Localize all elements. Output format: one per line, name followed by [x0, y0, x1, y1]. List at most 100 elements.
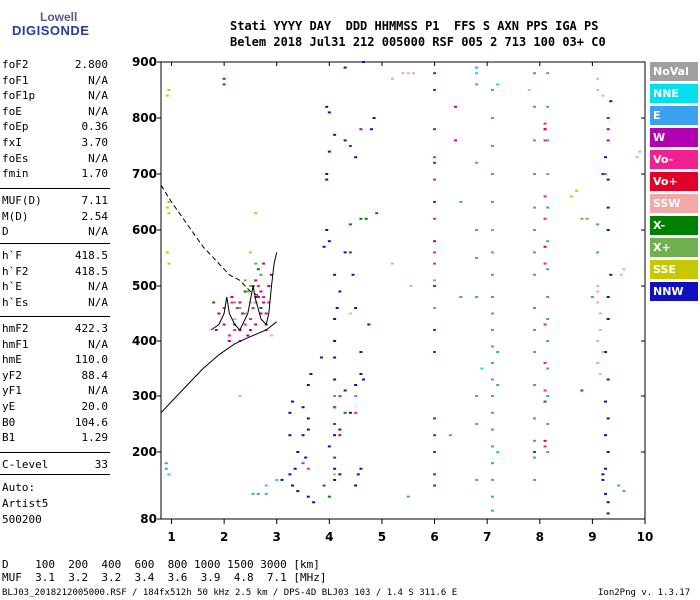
- data-point: [533, 229, 537, 231]
- param-row: B0 104.6: [2, 416, 108, 430]
- data-point: [264, 492, 268, 495]
- param-row: B1 1.29: [2, 431, 108, 445]
- data-point: [604, 156, 608, 159]
- legend-item: W: [650, 128, 698, 147]
- param-value: N/A: [88, 280, 108, 294]
- data-point: [327, 111, 331, 114]
- data-point: [606, 501, 610, 504]
- data-point: [543, 139, 547, 142]
- data-point: [306, 384, 310, 386]
- data-point: [222, 323, 226, 326]
- param-row: hmF2 422.3: [2, 322, 108, 336]
- x-tick-label: 3: [273, 530, 281, 544]
- param-row: D N/A: [2, 225, 108, 239]
- data-point: [333, 473, 337, 476]
- param-row: foF1 N/A: [2, 74, 108, 88]
- data-point: [596, 77, 600, 80]
- data-point: [475, 423, 479, 425]
- data-point: [259, 312, 263, 315]
- muf-value-row: MUF 3.1 3.2 3.2 3.4 3.6 3.9 4.8 7.1 [MHz…: [2, 571, 327, 584]
- data-point: [459, 296, 463, 298]
- param-row: foF2 2.800: [2, 58, 108, 72]
- panel-divider: [0, 243, 110, 244]
- data-point: [356, 473, 360, 476]
- data-point: [333, 133, 337, 136]
- data-point: [233, 329, 237, 331]
- data-point: [217, 312, 221, 315]
- data-point: [348, 145, 352, 147]
- data-point: [164, 467, 168, 470]
- data-point: [596, 251, 600, 254]
- param-name: h`E: [2, 280, 22, 294]
- data-point: [433, 329, 437, 331]
- data-point: [390, 77, 394, 80]
- data-point: [333, 467, 337, 470]
- param-row: C-level 33: [2, 458, 108, 472]
- data-point: [259, 273, 263, 276]
- data-point: [369, 128, 373, 131]
- auto-version: 500200: [2, 513, 42, 526]
- data-point: [543, 195, 547, 198]
- data-point: [596, 340, 600, 342]
- param-row: yF2 88.4: [2, 369, 108, 383]
- data-point: [604, 400, 608, 403]
- param-name: fmin: [2, 167, 29, 181]
- data-point: [454, 105, 458, 108]
- param-name: hmF2: [2, 322, 29, 335]
- param-value: 88.4: [81, 368, 109, 382]
- data-point: [546, 367, 550, 370]
- data-point: [433, 201, 437, 203]
- data-point: [609, 273, 613, 276]
- param-value: N/A: [88, 104, 108, 118]
- data-point: [256, 268, 260, 271]
- param-value: N/A: [88, 151, 108, 165]
- data-point: [606, 128, 610, 131]
- data-point: [604, 434, 608, 437]
- data-point: [312, 501, 316, 504]
- data-point: [490, 495, 494, 498]
- data-point: [262, 301, 266, 304]
- data-point: [433, 307, 437, 309]
- data-point: [609, 100, 613, 103]
- data-point: [243, 279, 247, 282]
- data-point: [238, 307, 242, 309]
- data-point: [238, 301, 242, 304]
- data-point: [248, 251, 252, 254]
- data-point: [490, 329, 494, 331]
- data-point: [362, 378, 366, 381]
- data-point: [596, 290, 600, 293]
- data-point: [475, 478, 479, 481]
- data-point: [601, 94, 605, 97]
- param-value: 3.70: [81, 136, 109, 149]
- param-row: h`F 418.5: [2, 249, 108, 263]
- param-value: 0.36: [81, 120, 109, 134]
- data-point: [325, 229, 329, 231]
- data-point: [343, 139, 347, 142]
- data-point: [333, 478, 337, 481]
- data-point: [262, 262, 266, 265]
- y-tick-label: 600: [132, 223, 157, 237]
- data-point: [433, 451, 437, 453]
- legend-item: SSE: [650, 260, 698, 279]
- muf-distance-row: D 100 200 400 600 800 1000 1500 3000 [km…: [2, 558, 320, 571]
- param-value: 2.800: [74, 58, 108, 71]
- data-point: [496, 451, 500, 453]
- data-point: [606, 296, 610, 298]
- data-point: [254, 279, 258, 282]
- param-name: MUF(D): [2, 194, 42, 207]
- data-point: [585, 217, 589, 220]
- param-row: foE N/A: [2, 105, 108, 119]
- y-tick-label: 900: [132, 55, 157, 69]
- data-point: [333, 434, 337, 437]
- data-point: [596, 285, 600, 287]
- param-name: h`F: [2, 249, 22, 262]
- data-point: [309, 373, 313, 375]
- y-tick-label: 300: [132, 389, 157, 403]
- param-name: hmF1: [2, 337, 29, 351]
- data-point: [375, 212, 379, 215]
- data-point: [372, 117, 376, 119]
- legend-item: SSW: [650, 194, 698, 213]
- data-point: [475, 229, 479, 231]
- data-point: [343, 389, 347, 392]
- param-value: 418.5: [74, 249, 108, 262]
